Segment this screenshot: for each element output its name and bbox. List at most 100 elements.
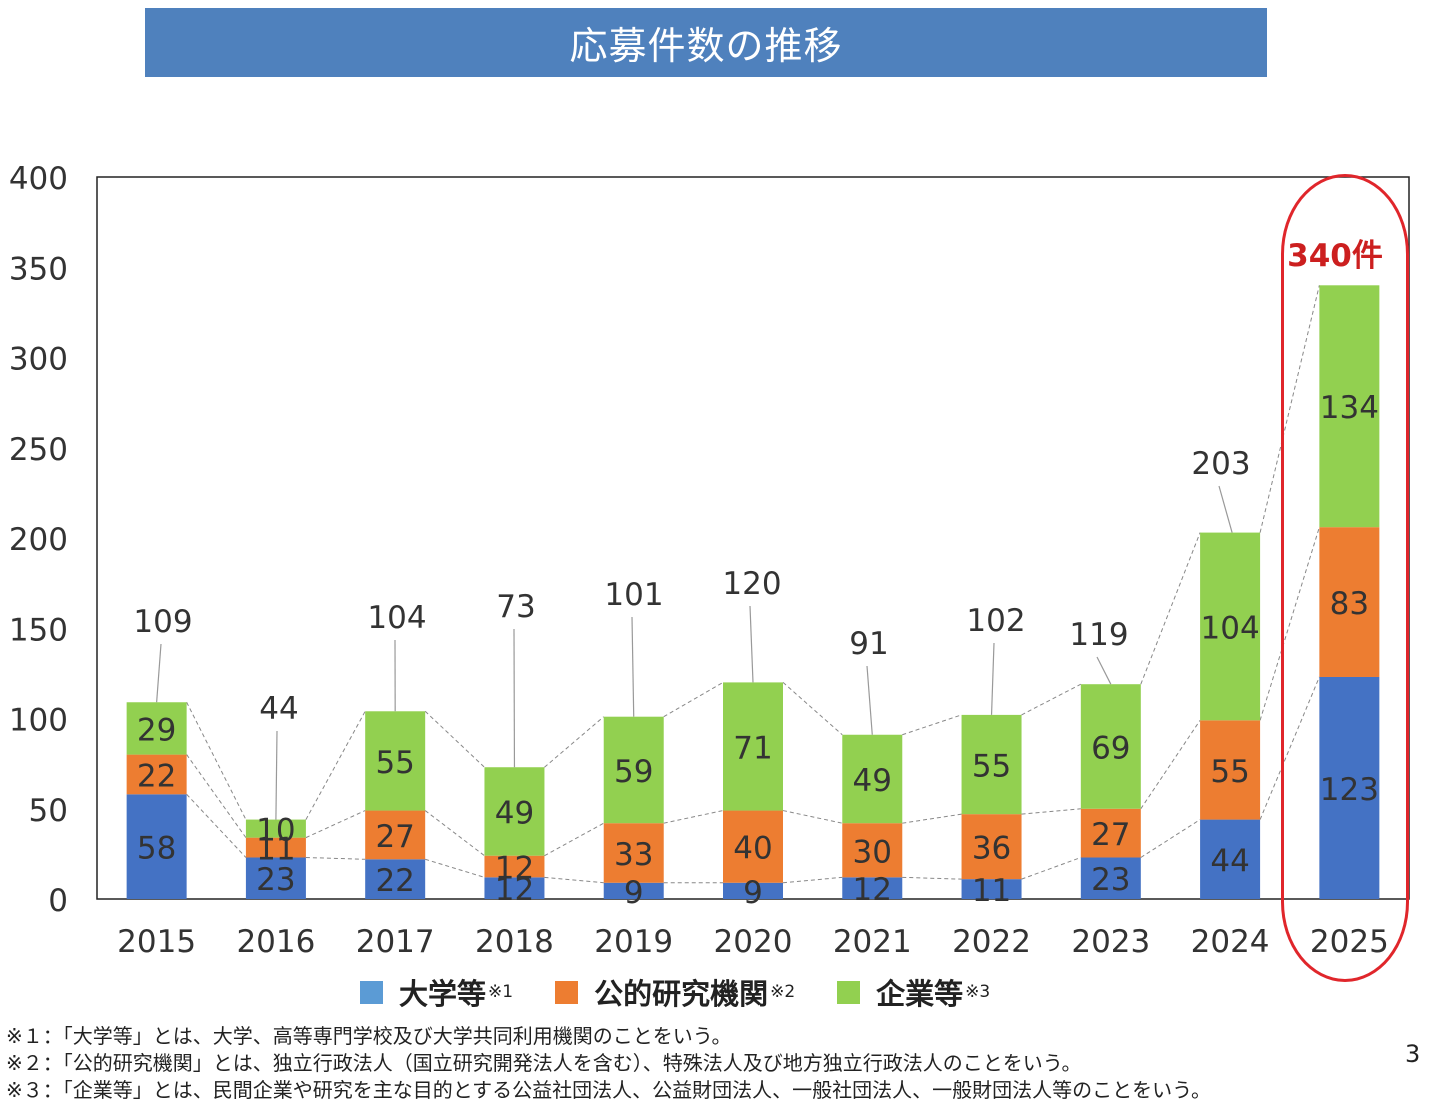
legend-item-public-research: 公的研究機関 ※2	[555, 971, 795, 1013]
bar-segment	[365, 810, 426, 860]
segment-value-label: 44	[1210, 843, 1249, 879]
y-tick-label: 50	[29, 793, 68, 829]
series-connector-line	[1140, 720, 1201, 810]
bar-segment	[484, 877, 545, 899]
segment-value-label: 22	[375, 863, 414, 899]
bar-segment	[723, 810, 783, 883]
total-value-label: 109	[133, 604, 192, 640]
bar-segment	[126, 794, 187, 899]
bar-segment	[842, 823, 903, 878]
total-value-label: 119	[1069, 617, 1128, 653]
y-tick-label: 250	[9, 432, 68, 468]
bar-segment	[484, 767, 545, 856]
highlight-total-label: 340件	[1287, 238, 1383, 274]
x-tick-label: 2016	[236, 924, 315, 960]
footnote-1: ※１：「大学等」とは、大学、高等専門学校及び大学共同利用機関のことをいう。	[6, 1024, 732, 1048]
x-tick-label: 2021	[833, 924, 912, 960]
total-leader-line	[990, 642, 995, 715]
bar-segment	[1200, 720, 1261, 820]
series-connector-line	[902, 813, 962, 824]
footnotes: ※１：「大学等」とは、大学、高等専門学校及び大学共同利用機関のことをいう。 ※２…	[6, 1023, 1211, 1104]
bar-segment	[1319, 285, 1380, 528]
series-connector-line	[663, 810, 724, 824]
legend-label-public-research: 公的研究機関	[594, 977, 769, 1011]
x-tick-label: 2020	[714, 924, 793, 960]
bar-segment	[961, 714, 1022, 815]
bar-segment	[842, 877, 903, 899]
highlight-ellipse	[1281, 174, 1409, 982]
series-connector-line	[544, 716, 605, 768]
legend-item-university: 大学等 ※1	[360, 971, 513, 1013]
x-tick-label: 2023	[1071, 924, 1150, 960]
series-connector-line	[1259, 285, 1320, 533]
y-tick-label: 400	[9, 161, 68, 197]
bar-segment	[603, 882, 664, 899]
series-connector-line	[902, 714, 962, 736]
x-tick-label: 2015	[117, 924, 196, 960]
total-value-label: 44	[259, 691, 298, 727]
series-connector-line	[1140, 532, 1201, 685]
segment-value-label: 12	[495, 872, 534, 908]
x-tick-label: 2019	[594, 924, 673, 960]
legend-label-university: 大学等	[399, 977, 487, 1011]
series-connector-line	[782, 810, 843, 824]
y-tick-label: 200	[9, 522, 68, 558]
bar-segment	[723, 882, 783, 899]
legend-note-companies: ※3	[965, 982, 991, 1002]
series-connector-line	[305, 810, 366, 839]
segment-value-label: 22	[137, 758, 176, 794]
segment-value-label: 12	[495, 851, 534, 887]
segment-value-label: 11	[256, 832, 295, 868]
total-value-label: 91	[849, 626, 888, 662]
bar-segment	[1080, 808, 1141, 858]
series-connector-line	[782, 682, 843, 736]
bar-segment	[1080, 857, 1141, 899]
segment-value-label: 71	[733, 730, 772, 766]
series-connector-line	[1021, 683, 1082, 716]
series-connector-line	[305, 856, 366, 860]
bar-segment	[245, 819, 306, 838]
bar-segment	[723, 682, 783, 811]
segment-value-label: 58	[137, 831, 176, 867]
footnote-3: ※３：「企業等」とは、民間企業や研究を主な目的とする公益社団法人、公益財団法人、…	[6, 1078, 1211, 1102]
series-connector-line	[663, 681, 724, 718]
bar-segment	[961, 879, 1022, 899]
bar-segment	[1200, 819, 1261, 899]
bar-segment	[126, 702, 187, 755]
legend-swatch-public-research	[555, 980, 579, 1004]
footnote-2: ※２：「公的研究機関」とは、独立行政法人（国立研究開発法人を含む）、特殊法人及び…	[6, 1051, 1082, 1075]
segment-value-label: 69	[1091, 730, 1130, 766]
bar-segment	[961, 814, 1022, 880]
total-value-label: 104	[367, 600, 426, 636]
segment-value-label: 123	[1320, 772, 1379, 808]
segment-value-label: 27	[375, 819, 414, 855]
segment-value-label: 9	[624, 875, 644, 911]
series-connector-line	[1021, 857, 1081, 880]
bar-segment	[365, 859, 426, 899]
segment-value-label: 49	[495, 795, 534, 831]
bar-segment	[1319, 527, 1380, 677]
segment-value-label: 83	[1330, 586, 1369, 622]
y-tick-label: 100	[9, 703, 68, 739]
bar-segment	[245, 857, 306, 899]
bar-segment	[603, 823, 664, 883]
segment-value-label: 23	[256, 862, 295, 898]
legend: 大学等 ※1 公的研究機関 ※2 企業等 ※3	[360, 972, 1032, 1012]
series-connector-line	[186, 754, 247, 838]
legend-note-public-research: ※2	[770, 982, 796, 1002]
series-connector-line	[1140, 819, 1201, 858]
segment-value-label: 29	[137, 712, 176, 748]
bar-segment	[1200, 532, 1261, 721]
total-leader-line	[156, 643, 162, 703]
x-tick-label: 2022	[952, 924, 1031, 960]
segment-value-label: 11	[972, 873, 1011, 909]
total-value-label: 73	[496, 589, 535, 625]
series-connector-line	[544, 822, 604, 857]
segment-value-label: 134	[1320, 390, 1379, 426]
y-tick-label: 0	[48, 883, 68, 919]
legend-label-companies: 企業等	[876, 977, 964, 1011]
series-connector-line	[544, 876, 604, 884]
y-tick-label: 350	[9, 251, 68, 287]
total-value-label: 203	[1191, 446, 1250, 482]
